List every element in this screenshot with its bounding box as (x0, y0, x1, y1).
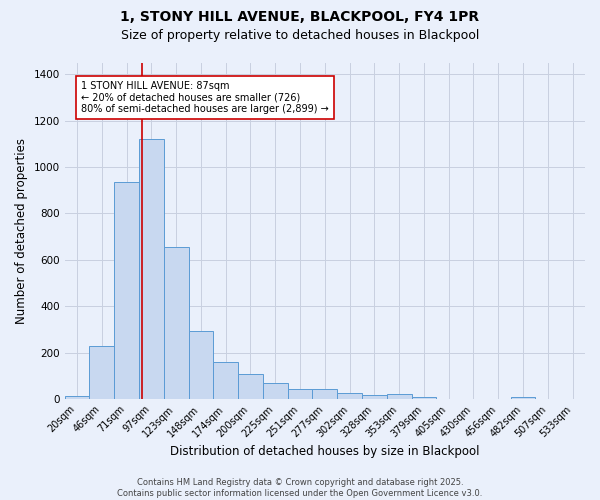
X-axis label: Distribution of detached houses by size in Blackpool: Distribution of detached houses by size … (170, 444, 479, 458)
Bar (263, 384, 287, 399)
Text: Contains HM Land Registry data © Crown copyright and database right 2025.
Contai: Contains HM Land Registry data © Crown c… (118, 478, 482, 498)
Bar (362, 395, 387, 399)
Bar (164, 247, 188, 399)
Bar (214, 362, 238, 399)
Bar (139, 139, 164, 399)
Text: Size of property relative to detached houses in Blackpool: Size of property relative to detached ho… (121, 29, 479, 42)
Bar (412, 397, 436, 399)
Y-axis label: Number of detached properties: Number of detached properties (15, 138, 28, 324)
Bar (114, 182, 139, 399)
Bar (238, 374, 263, 399)
Bar (313, 388, 337, 399)
Text: 1, STONY HILL AVENUE, BLACKPOOL, FY4 1PR: 1, STONY HILL AVENUE, BLACKPOOL, FY4 1PR (121, 10, 479, 24)
Bar (188, 330, 214, 399)
Bar (287, 388, 313, 399)
Bar (387, 394, 412, 399)
Bar (511, 397, 535, 399)
Bar (337, 394, 362, 399)
Text: 1 STONY HILL AVENUE: 87sqm
← 20% of detached houses are smaller (726)
80% of sem: 1 STONY HILL AVENUE: 87sqm ← 20% of deta… (81, 81, 329, 114)
Bar (89, 346, 114, 399)
Bar (65, 396, 89, 399)
